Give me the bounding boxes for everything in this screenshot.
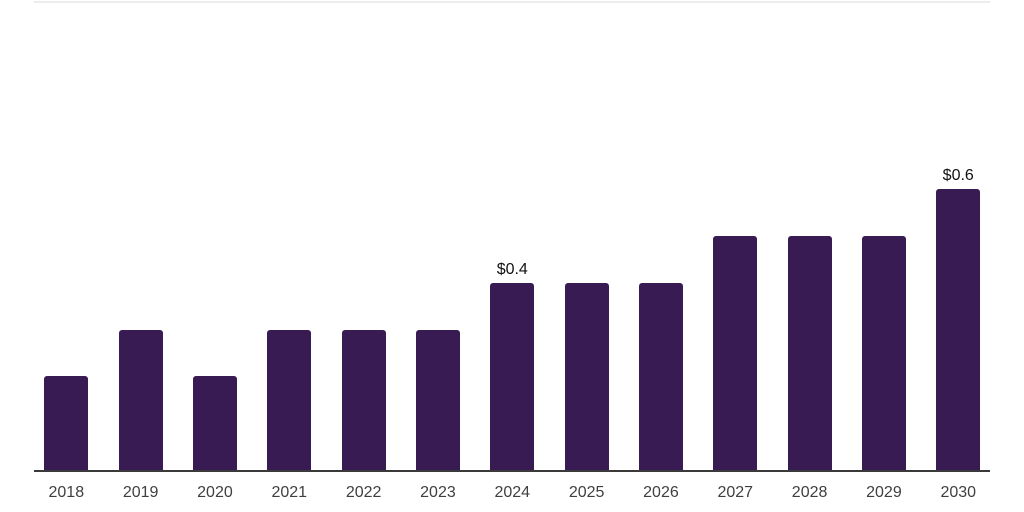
x-tick-label-2029: 2029 <box>866 484 902 501</box>
x-tick-label-2020: 2020 <box>197 484 233 501</box>
x-tick-label-2027: 2027 <box>717 484 754 501</box>
bar-2018[interactable] <box>44 376 89 470</box>
bar-value-label-2024: $0.4 <box>496 260 528 278</box>
bar-2030[interactable] <box>936 189 981 470</box>
x-tick-label-2022: 2022 <box>345 484 382 501</box>
x-tick-label-2026: 2026 <box>643 484 679 501</box>
top-gridline <box>34 1 990 3</box>
x-tick-label-2025: 2025 <box>568 484 605 501</box>
x-tick-label-2019: 2019 <box>122 484 159 501</box>
x-tick-label-2018: 2018 <box>48 484 85 501</box>
x-axis-line <box>34 470 990 472</box>
bar-2026[interactable] <box>638 282 683 470</box>
x-tick-label-2023: 2023 <box>420 484 456 501</box>
bar-2023[interactable] <box>415 329 460 470</box>
bar-2025[interactable] <box>564 282 609 470</box>
bar-2029[interactable] <box>861 236 906 470</box>
x-tick-label-2030: 2030 <box>940 484 977 501</box>
bar-2024[interactable] <box>490 282 535 470</box>
x-tick-label-2028: 2028 <box>791 484 828 501</box>
bar-2027[interactable] <box>713 236 758 470</box>
bar-value-label-2030: $0.6 <box>942 167 974 185</box>
bar-2021[interactable] <box>267 329 312 470</box>
x-tick-label-2024: 2024 <box>494 484 531 501</box>
bar-2019[interactable] <box>118 329 163 470</box>
bar-2028[interactable] <box>787 236 832 470</box>
bar-2022[interactable] <box>341 329 386 470</box>
bar-2020[interactable] <box>192 376 237 470</box>
x-tick-label-2021: 2021 <box>271 484 308 501</box>
